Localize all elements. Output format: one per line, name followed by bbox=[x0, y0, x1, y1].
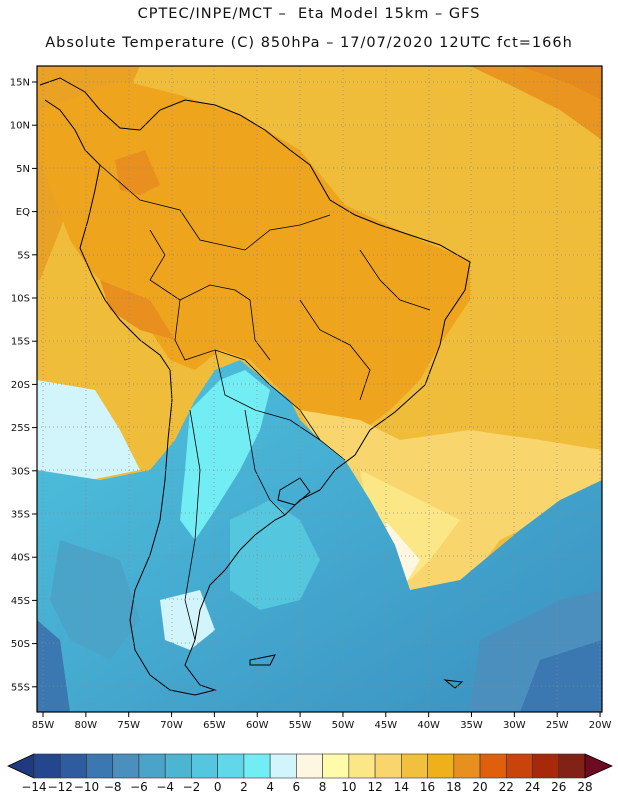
colorbar-swatch bbox=[86, 753, 114, 779]
colorbar-label: 22 bbox=[499, 780, 514, 794]
lon-label: 55W bbox=[289, 720, 312, 731]
colorbar-label: 4 bbox=[266, 780, 274, 794]
lon-label: 25W bbox=[546, 720, 569, 731]
colorbar-swatch bbox=[505, 753, 533, 779]
lat-label: 25S bbox=[11, 423, 30, 434]
lon-label: 20W bbox=[589, 720, 612, 731]
colorbar-label: 6 bbox=[293, 780, 301, 794]
latitude-axis: 15N 10N 5N EQ 5S 10S 15S 20S 25S 30S 35S 40S 45S 50S 5… bbox=[10, 78, 37, 693]
colorbar-label: 14 bbox=[394, 780, 409, 794]
colorbar-swatch bbox=[33, 753, 61, 779]
colorbar-label: −4 bbox=[156, 780, 174, 794]
colorbar-label: −10 bbox=[74, 780, 99, 794]
colorbar-label: −6 bbox=[130, 780, 148, 794]
lat-label: EQ bbox=[16, 207, 30, 218]
colorbar-label: 20 bbox=[472, 780, 487, 794]
colorbar-swatch bbox=[348, 753, 376, 779]
lon-label: 40W bbox=[417, 720, 440, 731]
colorbar-swatch bbox=[401, 753, 428, 779]
colorbar-label: 0 bbox=[214, 780, 222, 794]
colorbar-swatch bbox=[427, 753, 455, 779]
colorbar-over-arrow bbox=[584, 753, 613, 779]
lon-label: 70W bbox=[160, 720, 183, 731]
lon-label: 45W bbox=[374, 720, 397, 731]
colorbar-label: 12 bbox=[367, 780, 382, 794]
longitude-axis: 85W 80W 75W 70W 65W 60W 55W 50W 45W 40W 35W 30W 25W 2… bbox=[32, 712, 612, 731]
coastlines bbox=[39, 77, 471, 696]
colorbar-label: −2 bbox=[183, 780, 201, 794]
colorbar-swatch bbox=[558, 753, 586, 779]
colorbar-label: 2 bbox=[240, 780, 248, 794]
colorbar-label: 10 bbox=[341, 780, 356, 794]
lat-label: 50S bbox=[11, 639, 30, 650]
lat-label: 15S bbox=[11, 337, 30, 348]
colorbar-label: 8 bbox=[319, 780, 327, 794]
lon-label: 35W bbox=[460, 720, 483, 731]
lon-label: 30W bbox=[503, 720, 526, 731]
lon-label: 75W bbox=[117, 720, 140, 731]
colorbar-under-arrow bbox=[7, 753, 35, 779]
lat-label: 10S bbox=[11, 294, 30, 305]
colorbar-swatch bbox=[296, 753, 323, 779]
country-borders bbox=[99, 164, 431, 641]
map-title: CPTEC/INPE/MCT – Eta Model 15km – GFS bbox=[137, 6, 481, 22]
colorbar-swatch bbox=[479, 753, 507, 779]
map-subtitle: Absolute Temperature (C) 850hPa – 17/07/… bbox=[45, 35, 573, 51]
lat-label: 30S bbox=[11, 466, 30, 477]
colorbar-label: 24 bbox=[525, 780, 540, 794]
colorbar-swatch bbox=[322, 753, 350, 779]
colorbar-label: 18 bbox=[446, 780, 461, 794]
lon-label: 60W bbox=[246, 720, 269, 731]
map-frame bbox=[36, 65, 603, 713]
colorbar-label: 16 bbox=[420, 780, 435, 794]
lat-label: 45S bbox=[11, 596, 30, 607]
temperature-field bbox=[37, 66, 602, 712]
lat-label: 15N bbox=[10, 78, 30, 89]
lat-label: 20S bbox=[11, 380, 30, 391]
lon-label: 65W bbox=[203, 720, 226, 731]
colorbar: −14 −12 −10 −8 −6 −4 −2 0 2 4 6 8 10 12 14 16 18 20 22 24 26… bbox=[7, 753, 613, 794]
colorbar-swatch bbox=[59, 753, 87, 779]
colorbar-label: −12 bbox=[48, 780, 73, 794]
lat-label: 55S bbox=[11, 682, 30, 693]
colorbar-label: −8 bbox=[104, 780, 122, 794]
colorbar-swatch bbox=[138, 753, 166, 779]
colorbar-swatch bbox=[374, 753, 402, 779]
colorbar-swatch bbox=[164, 753, 192, 779]
colorbar-swatch bbox=[191, 753, 218, 779]
lat-label: 5N bbox=[16, 164, 30, 175]
colorbar-swatch bbox=[243, 753, 271, 779]
colorbar-swatch bbox=[532, 753, 560, 779]
colorbar-swatch bbox=[217, 753, 245, 779]
lat-label: 35S bbox=[11, 510, 30, 521]
lat-label: 40S bbox=[11, 553, 30, 564]
lat-label: 5S bbox=[17, 250, 30, 261]
colorbar-label: −14 bbox=[21, 780, 46, 794]
colorbar-swatch bbox=[112, 753, 140, 779]
colorbar-swatch bbox=[269, 753, 297, 779]
lon-label: 50W bbox=[332, 720, 355, 731]
colorbar-label: 26 bbox=[551, 780, 566, 794]
colorbar-swatch bbox=[453, 753, 481, 779]
colorbar-label: 28 bbox=[577, 780, 592, 794]
lat-label: 10N bbox=[10, 121, 30, 132]
lon-label: 80W bbox=[75, 720, 98, 731]
lon-label: 85W bbox=[32, 720, 55, 731]
